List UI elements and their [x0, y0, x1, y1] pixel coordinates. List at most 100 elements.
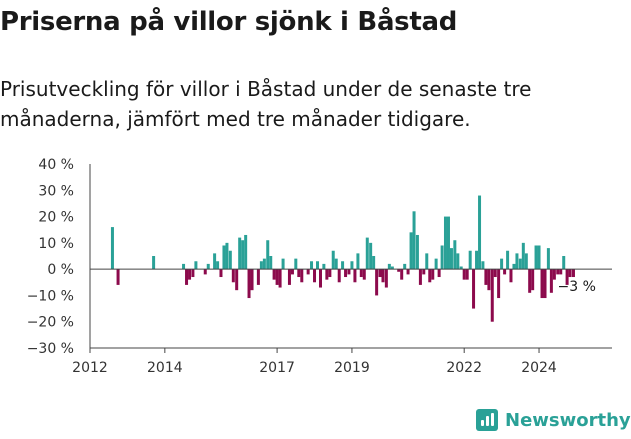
bar	[300, 269, 304, 283]
bar	[281, 258, 285, 270]
bar	[219, 269, 223, 278]
y-tick-label: 20 %	[38, 210, 74, 226]
y-tick-label: 30 %	[38, 183, 74, 199]
bar	[152, 256, 156, 270]
bar	[418, 269, 422, 285]
bar	[543, 269, 547, 299]
bar	[344, 269, 348, 278]
bar	[552, 269, 556, 280]
bar	[188, 269, 192, 280]
bar	[475, 250, 479, 270]
y-tick-label: 0 %	[47, 262, 74, 278]
bar	[319, 269, 322, 288]
bar	[269, 256, 273, 270]
bar	[362, 269, 366, 280]
bar	[468, 250, 472, 270]
bar	[518, 258, 522, 270]
bar	[194, 261, 198, 270]
bar	[228, 250, 232, 270]
bar	[262, 258, 266, 270]
bar	[347, 269, 351, 275]
bar	[546, 248, 550, 270]
bar	[456, 253, 460, 270]
bar	[372, 256, 376, 270]
bar	[356, 253, 360, 270]
bar	[481, 261, 485, 270]
x-tick-label: 2024	[521, 360, 557, 376]
chart-subtitle: Prisutveckling för villor i Båstad under…	[0, 77, 532, 131]
bar	[556, 269, 560, 275]
bar	[512, 263, 516, 270]
bar	[375, 269, 379, 296]
bar	[310, 261, 314, 270]
bar	[365, 237, 369, 270]
bar	[390, 266, 394, 270]
bar	[571, 269, 575, 278]
bar-chart-icon	[476, 409, 498, 431]
y-tick-label: 40 %	[38, 157, 74, 173]
bar	[381, 269, 385, 283]
bar	[503, 269, 507, 275]
bar	[116, 269, 120, 285]
x-tick-label: 2019	[334, 360, 370, 376]
y-tick-label: 10 %	[38, 236, 74, 252]
bar	[478, 195, 482, 270]
bar	[497, 269, 501, 299]
bar	[278, 269, 282, 288]
y-tick-label: −30 %	[27, 341, 74, 357]
bar	[350, 261, 354, 270]
bar	[353, 269, 357, 283]
bar	[322, 263, 326, 270]
bar	[334, 258, 338, 270]
bar	[241, 240, 245, 270]
bar	[524, 253, 528, 270]
bar	[534, 245, 538, 270]
bar	[528, 269, 532, 293]
bar	[359, 269, 363, 278]
bar	[225, 242, 229, 270]
bar	[191, 269, 195, 278]
bar	[549, 269, 553, 293]
bar	[378, 269, 382, 278]
bar	[341, 261, 345, 270]
bar	[297, 269, 301, 278]
bar	[403, 263, 407, 270]
bar	[231, 269, 235, 283]
bar	[185, 269, 189, 285]
bar	[509, 269, 513, 283]
bar	[409, 232, 413, 270]
bar	[562, 256, 566, 270]
bar	[110, 227, 114, 270]
bar	[531, 269, 535, 291]
bar	[182, 263, 186, 270]
bar	[462, 269, 466, 280]
bar	[316, 261, 320, 270]
bar	[453, 240, 457, 270]
bar	[325, 269, 329, 280]
bar	[259, 261, 263, 270]
bar	[431, 269, 435, 280]
bar	[369, 242, 373, 270]
chart-title: Priserna på villor sjönk i Båstad	[0, 7, 458, 37]
bar	[387, 263, 391, 270]
bar	[406, 269, 410, 275]
bar	[425, 253, 429, 270]
bar	[559, 269, 563, 275]
bar	[459, 266, 463, 270]
bar	[244, 234, 248, 270]
brand-name: Newsworthy	[505, 409, 631, 431]
bar	[472, 269, 476, 309]
bar	[568, 269, 572, 278]
bar-series	[110, 195, 575, 322]
bar	[565, 269, 569, 285]
bar	[337, 269, 341, 283]
bar	[313, 269, 317, 283]
bar	[422, 269, 426, 275]
bar	[272, 269, 276, 280]
bar	[213, 253, 217, 270]
bar	[384, 269, 388, 288]
bar	[446, 216, 450, 270]
x-tick-label: 2012	[72, 360, 108, 376]
y-tick-label: −20 %	[27, 315, 74, 331]
bar	[506, 250, 510, 270]
